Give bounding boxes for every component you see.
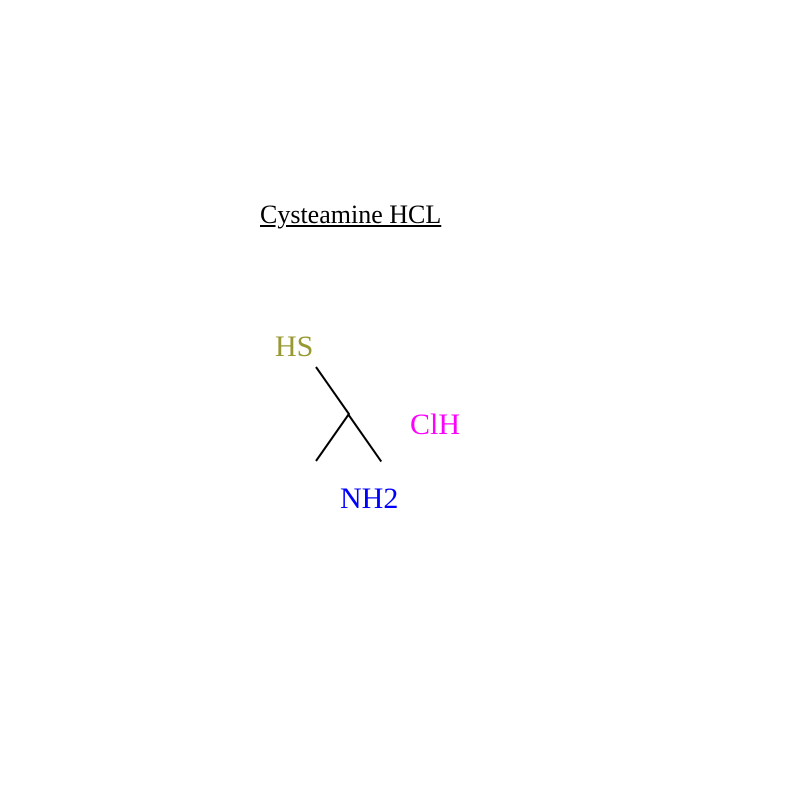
compound-title: Cysteamine HCL	[260, 200, 441, 230]
atom-nh2: NH2	[340, 482, 398, 516]
bond-hs-c1	[315, 366, 350, 415]
atom-clh: ClH	[410, 408, 460, 442]
bond-c1-c2	[315, 413, 350, 462]
atom-hs: HS	[275, 330, 313, 364]
bond-c2-nh2	[347, 413, 382, 462]
